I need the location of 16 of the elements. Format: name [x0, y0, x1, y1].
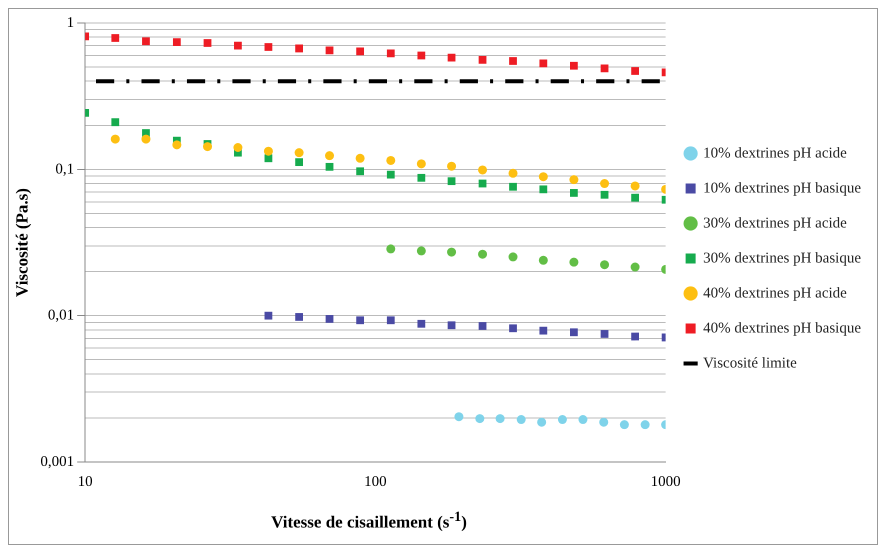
legend-label: 40% dextrines pH acide [703, 285, 848, 302]
x-tick-label: 10 [78, 474, 93, 490]
y-tick-label: 1 [66, 14, 74, 31]
legend-label: 40% dextrines pH basique [703, 320, 862, 336]
y-tick-label: 0,1 [55, 161, 74, 178]
x-tick-label: 1000 [650, 474, 681, 490]
legend-label: 30% dextrines pH basique [703, 250, 862, 266]
legend-label: 10% dextrines pH basique [703, 180, 862, 196]
legend-label: 10% dextrines pH acide [703, 145, 848, 162]
legend-label: 30% dextrines pH acide [703, 215, 848, 232]
x-axis-title: Vitesse de cisaillement (s$^{-1}$) [270, 509, 468, 533]
x-tick-label: 100 [364, 474, 387, 490]
y-tick-label: 0,001 [40, 454, 74, 470]
y-tick-label: 0,01 [48, 308, 74, 324]
y-axis-title: Viscosité (Pa.s) [12, 188, 32, 297]
legend-label: Viscosité limite [703, 355, 798, 372]
